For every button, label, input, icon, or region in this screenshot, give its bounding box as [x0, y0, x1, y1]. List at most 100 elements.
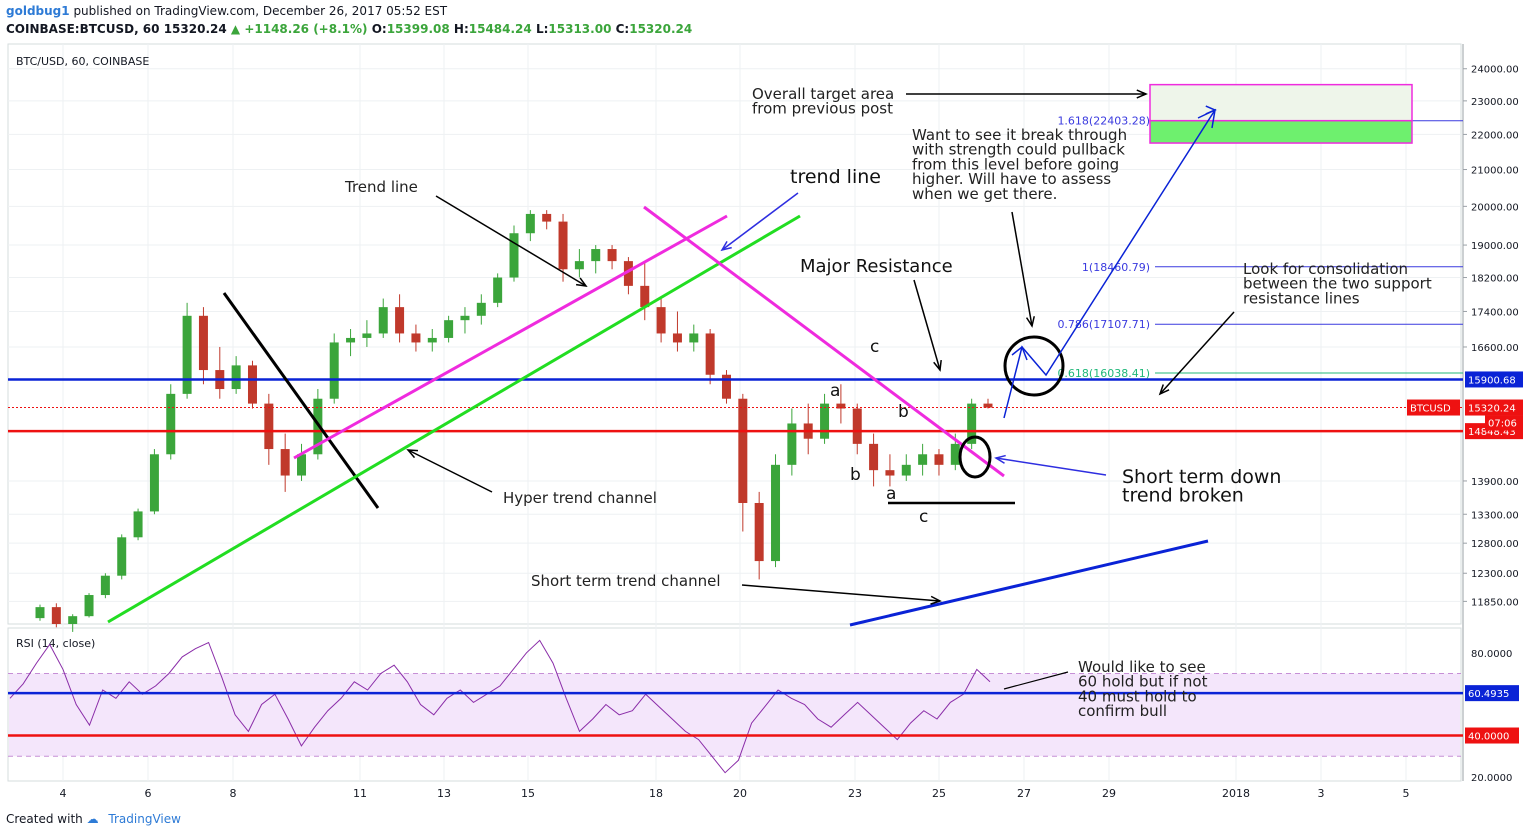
support-price-label: 14848.43	[1468, 427, 1516, 438]
ohlc-header: COINBASE:BTCUSD, 60 15320.24 ▲ +1148.26 …	[6, 22, 693, 36]
projection-path	[1003, 109, 1216, 419]
short-term-break-arrow	[995, 457, 1107, 476]
rsi-pane-frame	[7, 627, 1462, 782]
rsi-annotation-arrow	[1003, 671, 1069, 690]
breakout-arrow-head	[1025, 316, 1035, 328]
trend-line-arrow-blue-head	[720, 240, 732, 252]
breakout-arrow	[1011, 211, 1033, 327]
high-value: 15484.24	[468, 22, 532, 36]
rsi-tick-label: 80.0000	[1471, 649, 1512, 660]
y-tick-label: 20000.00	[1471, 202, 1519, 213]
candle-body	[721, 374, 731, 399]
major-down-trend-line	[643, 205, 1005, 478]
short-term-channel-annotation: Short term trend channel	[531, 572, 721, 590]
y-tick-label: 21000.00	[1471, 166, 1519, 177]
candle-body	[247, 365, 257, 404]
candle-body	[509, 233, 519, 278]
x-tick-label: 13	[437, 787, 451, 800]
y-tick-label: 12800.00	[1471, 539, 1519, 550]
trend-line-arrow	[435, 195, 587, 287]
candle-body	[738, 398, 748, 503]
hyper-channel-arrow	[407, 449, 493, 493]
countdown-tag	[1485, 415, 1523, 431]
breakout-circle	[1003, 335, 1065, 397]
close-value: 15320.24	[629, 22, 693, 36]
x-tick-label: 23	[848, 787, 862, 800]
symbol-tag	[1407, 399, 1460, 416]
symbol-tag-label: BTCUSD	[1410, 404, 1451, 415]
trend-line-arrow-blue	[721, 192, 799, 251]
consolidation-annotation: Look for consolidation between the two su…	[1243, 260, 1432, 307]
last-price: 15320.24	[163, 22, 227, 36]
candle-body	[182, 315, 192, 394]
wave-label-a2: a	[886, 484, 896, 504]
major-resistance-arrow	[913, 279, 941, 371]
last-price-label: 15320.24	[1468, 404, 1516, 415]
candle-body	[84, 595, 94, 617]
major-resistance-annotation: Major Resistance	[800, 256, 953, 277]
target-arrow-head	[1136, 89, 1148, 99]
author-name[interactable]: goldbug1	[6, 4, 70, 18]
wave-label-a: a	[830, 381, 840, 401]
candle-body	[787, 423, 797, 465]
candle-body	[983, 403, 993, 408]
candle-body	[133, 511, 143, 538]
candle-body	[558, 221, 568, 270]
breakout-annotation: Want to see it break through with strengt…	[912, 126, 1127, 203]
candle-body	[672, 333, 682, 343]
target-area-upper	[1149, 83, 1413, 122]
candle-body	[950, 443, 960, 465]
candle-body	[918, 454, 928, 465]
rsi-band	[9, 673, 1460, 757]
candle-body	[68, 616, 78, 624]
x-tick-label: 11	[353, 787, 367, 800]
x-tick-label: 29	[1102, 787, 1116, 800]
candle-body	[444, 320, 454, 338]
y-tick-label: 11850.00	[1471, 597, 1519, 608]
candle-body	[346, 337, 356, 343]
resistance-price-label: 15900.68	[1468, 375, 1516, 386]
y-tick-label: 16600.00	[1471, 343, 1519, 354]
x-tick-label: 15	[521, 787, 535, 800]
rsi-annotation: Would like to see 60 hold but if not 40 mu…	[1078, 658, 1208, 720]
projection-arrowhead-mid	[1011, 345, 1028, 361]
price-pane-frame	[7, 43, 1462, 625]
rsi-tick-label: 20.0000	[1471, 773, 1512, 784]
published-info: goldbug1 published on TradingView.com, D…	[6, 4, 447, 18]
candle-body	[885, 470, 895, 476]
symbol-label: COINBASE:BTCUSD, 60	[6, 22, 160, 36]
candle-body	[166, 393, 176, 455]
candle-body	[656, 307, 666, 334]
low-value: 15313.00	[548, 22, 612, 36]
countdown-label: 07:06	[1488, 419, 1517, 430]
rsi-title: RSI (14, close)	[16, 637, 95, 650]
cloud-icon: ☁	[86, 812, 99, 826]
fib-level-label: 0.786(17107.71)	[1057, 318, 1150, 331]
hyper-trend-annotation: Hyper trend channel	[503, 489, 657, 507]
candle-body	[705, 333, 715, 375]
short-term-trend-channel-line	[849, 539, 1209, 627]
x-tick-label: 25	[932, 787, 946, 800]
candle-body	[378, 307, 388, 334]
published-text: published on TradingView.com, December 2…	[73, 4, 448, 18]
short-term-break-arrow-head	[994, 454, 1006, 464]
fib-level-label: 1.618(22403.28)	[1057, 115, 1150, 128]
fib-level-label: 0.618(16038.41)	[1057, 367, 1150, 380]
footer: Created with ☁ TradingView	[6, 812, 181, 826]
candle-body	[395, 307, 405, 334]
candle-body	[869, 443, 879, 471]
candle-body	[623, 261, 633, 286]
candle-body	[35, 607, 45, 619]
trend-line-annotation: Trend line	[344, 178, 418, 196]
trend-line-annotation-2: trend line	[790, 166, 881, 188]
candle-body	[852, 408, 862, 444]
candle-body	[901, 464, 911, 476]
tradingview-link[interactable]: TradingView	[108, 812, 181, 826]
chart-title: BTC/USD, 60, COINBASE	[16, 55, 149, 68]
candle-body	[329, 342, 339, 399]
short-channel-arrow-head	[930, 595, 942, 605]
wave-label-c: c	[870, 337, 879, 357]
candle-body	[542, 213, 552, 222]
y-tick-label: 24000.00	[1471, 65, 1519, 76]
